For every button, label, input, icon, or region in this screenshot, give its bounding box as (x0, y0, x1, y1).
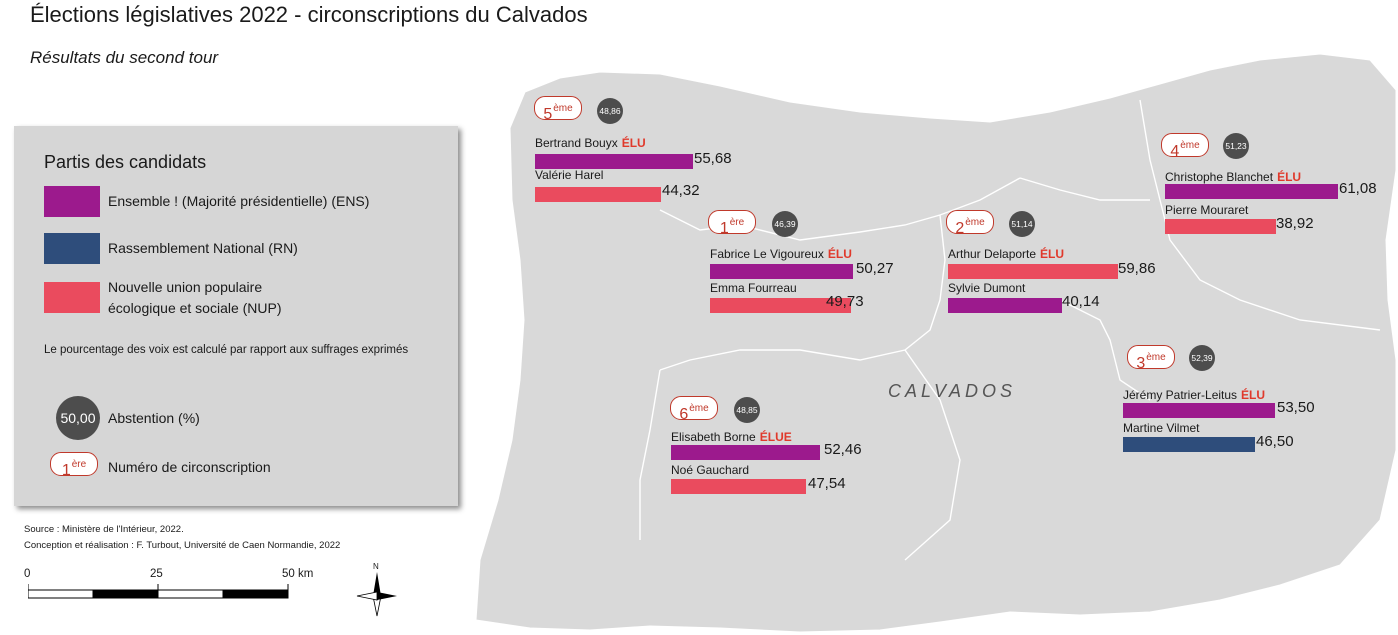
candidate-name: Martine Vilmet (1123, 421, 1200, 435)
legend-label-rn: Rassemblement National (RN) (108, 240, 298, 256)
circonscription-number: 1 (719, 220, 729, 237)
vote-bar (948, 298, 1062, 313)
circonscription-badge-3: 3ème (1127, 345, 1175, 372)
vote-percentage: 40,14 (1062, 293, 1100, 310)
legend-badge-num: 1 (61, 462, 71, 479)
legend-badge-label: Numéro de circonscription (108, 459, 271, 475)
elected-tag: ÉLU (1277, 170, 1302, 184)
circonscription-suffix: ère (729, 217, 745, 228)
vote-percentage: 44,32 (662, 182, 700, 199)
scale-label-25: 25 (150, 568, 163, 580)
legend-label-nup-line1: Nouvelle union populaire (108, 279, 263, 295)
candidate-name: Arthur Delaporte ÉLU (948, 247, 1065, 261)
vote-bar (535, 187, 661, 202)
circonscription-boundaries (639, 99, 1381, 561)
legend-abstention-circle: 50,00 (56, 396, 100, 440)
abstention-circle-5: 48,86 (597, 98, 623, 124)
vote-bar (1123, 403, 1275, 418)
vote-percentage: 55,68 (694, 150, 732, 167)
legend-badge-example: 1ère (50, 452, 98, 479)
legend-panel: Partis des candidats Ensemble ! (Majorit… (14, 126, 458, 506)
abstention-circle-3: 52,39 (1189, 345, 1215, 371)
map-subtitle: Résultats du second tour (30, 48, 219, 67)
abstention-circle-2: 51,14 (1009, 211, 1035, 237)
abstention-circle-6: 48,85 (734, 397, 760, 423)
elected-tag: ÉLU (621, 136, 646, 150)
vote-percentage: 38,92 (1276, 215, 1314, 232)
vote-percentage: 53,50 (1277, 399, 1315, 416)
circonscription-number: 4 (1170, 143, 1180, 160)
vote-bar (1123, 437, 1255, 452)
candidate-name: Valérie Harel (535, 168, 604, 182)
vote-bar (948, 264, 1118, 279)
scale-label-0: 0 (24, 568, 31, 580)
source-line-1: Source : Ministère de l'Intérieur, 2022. (24, 524, 184, 535)
circonscription-number: 6 (679, 406, 689, 423)
legend-note: Le pourcentage des voix est calculé par … (44, 344, 409, 356)
vote-bar (710, 264, 853, 279)
circonscription-number: 5 (543, 106, 553, 123)
vote-bar (535, 154, 693, 169)
candidate-name: Sylvie Dumont (948, 281, 1026, 295)
vote-bar (710, 298, 851, 313)
circonscription-number: 2 (955, 220, 965, 237)
candidate-name: Bertrand Bouyx ÉLU (535, 136, 646, 150)
vote-percentage: 61,08 (1339, 180, 1377, 197)
compass-rose-icon (356, 572, 397, 617)
circonscription-suffix: ème (553, 103, 573, 114)
vote-bar (671, 479, 806, 494)
legend-swatch-nup (44, 282, 100, 313)
candidate-name: Fabrice Le Vigoureux ÉLU (710, 247, 852, 261)
abstention-circle-4: 51,23 (1223, 133, 1249, 159)
circonscription-badge-6: 6ème (670, 396, 718, 423)
candidate-name: Jérémy Patrier-Leitus ÉLU (1123, 388, 1266, 402)
vote-percentage: 47,54 (808, 475, 846, 492)
legend-label-ens: Ensemble ! (Majorité présidentielle) (EN… (108, 193, 370, 209)
candidate-name: Pierre Mouraret (1165, 203, 1249, 217)
vote-bar (1165, 184, 1338, 199)
circonscription-badge-4: 4ème (1161, 133, 1209, 160)
legend-label-nup-line2: écologique et sociale (NUP) (108, 300, 282, 316)
legend-abstention-label: Abstention (%) (108, 410, 200, 426)
north-label: N (373, 562, 379, 571)
vote-percentage: 50,27 (856, 260, 894, 277)
elected-tag: ÉLU (1040, 247, 1065, 261)
vote-percentage: 49,73 (826, 293, 864, 310)
vote-percentage: 59,86 (1118, 260, 1156, 277)
elected-tag: ÉLU (827, 247, 852, 261)
circonscription-suffix: ème (965, 217, 985, 228)
vote-percentage: 52,46 (824, 441, 862, 458)
map-title: Élections législatives 2022 - circonscri… (30, 2, 588, 27)
department-label: CALVADOS (888, 381, 1017, 401)
vote-bar (671, 445, 820, 460)
north-arrow: N (356, 562, 398, 623)
legend-title: Partis des candidats (44, 152, 207, 172)
circonscription-badge-2: 2ème (946, 210, 994, 237)
scale-bar (28, 584, 289, 599)
circonscription-badge-5: 5ème (534, 96, 582, 123)
vote-bar (1165, 219, 1276, 234)
circonscription-number: 3 (1136, 355, 1146, 372)
candidate-name: Elisabeth Borne ÉLUE (671, 430, 792, 444)
candidate-name: Emma Fourreau (710, 281, 797, 295)
source-line-2: Conception et réalisation : F. Turbout, … (24, 540, 341, 551)
elected-tag: ÉLUE (759, 430, 792, 444)
circonscription-suffix: ème (1146, 352, 1166, 363)
source-note: Source : Ministère de l'Intérieur, 2022.… (24, 522, 340, 554)
candidate-name: Christophe Blanchet ÉLU (1165, 170, 1302, 184)
circonscription-suffix: ème (1180, 140, 1200, 151)
legend-badge-suffix: ère (71, 459, 87, 470)
scale-label-50: 50 km (282, 568, 314, 580)
circonscription-badge-1: 1ère (708, 210, 756, 237)
circonscription-suffix: ème (689, 403, 709, 414)
vote-percentage: 46,50 (1256, 433, 1294, 450)
abstention-circle-1: 46,39 (772, 211, 798, 237)
legend-swatch-ens (44, 186, 100, 217)
candidate-name: Noé Gauchard (671, 463, 750, 477)
legend-swatch-rn (44, 233, 100, 264)
elected-tag: ÉLU (1241, 388, 1266, 402)
